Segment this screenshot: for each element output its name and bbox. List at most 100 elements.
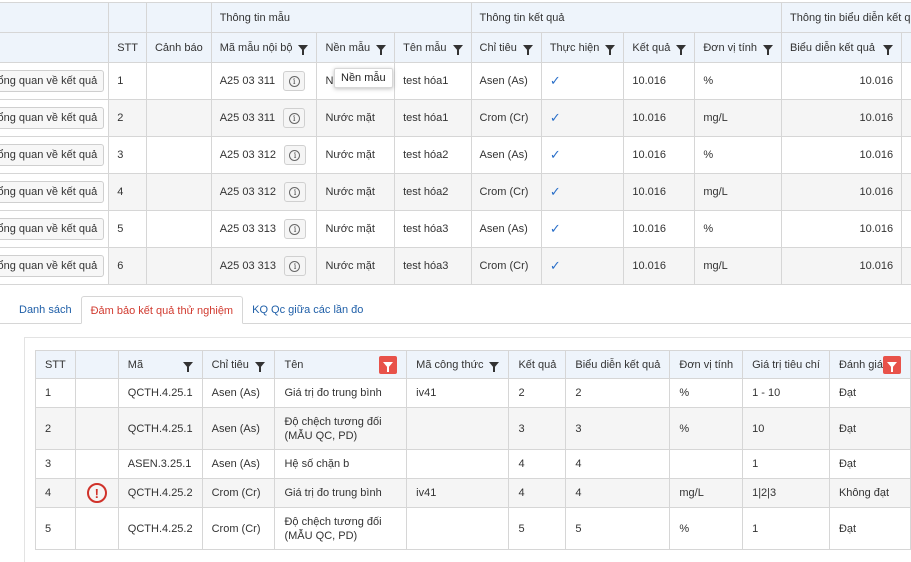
- info-icon: i: [288, 112, 300, 124]
- cell-criteria: 1: [742, 507, 830, 550]
- cell-matrix: Nước mặt: [316, 210, 396, 248]
- filter-icon[interactable]: [883, 44, 894, 55]
- action-cell: ổng quan về kết quả: [0, 210, 110, 248]
- col-header-display-result: Biểu diễn kết quả: [780, 32, 903, 63]
- cell-code: ASEN.3.25.1: [117, 449, 203, 479]
- result-overview-button[interactable]: ổng quan về kết quả: [0, 107, 105, 129]
- filter-icon[interactable]: [298, 44, 309, 55]
- cell-name: Giá trị đo trung bình: [274, 378, 408, 408]
- active-filter-icon[interactable]: [883, 355, 901, 374]
- cell-warning: [145, 62, 212, 100]
- info-button[interactable]: i: [283, 256, 306, 276]
- col-header-internal-code: Mã mẫu nội bộ: [210, 32, 318, 63]
- cell-unit: mg/L: [669, 478, 744, 508]
- tab-qc-between-runs[interactable]: KQ Qc giữa các lần đo: [252, 304, 364, 316]
- filter-icon[interactable]: [182, 361, 193, 372]
- cell-internal-code: A25 03 313 i: [210, 210, 318, 248]
- cell-display-result: 10.016: [780, 210, 903, 248]
- filter-icon[interactable]: [489, 361, 500, 372]
- cell-indicator: Asen (As): [470, 136, 542, 174]
- cell-indicator: Crom (Cr): [201, 478, 276, 508]
- cell-performed: ✓: [540, 173, 625, 211]
- info-icon: i: [288, 75, 300, 87]
- info-icon: i: [289, 260, 301, 272]
- checkmark-icon: ✓: [549, 73, 561, 88]
- sample-results-table-container: Thông tin mẫu Thông tin kết quả Thông ti…: [0, 2, 911, 285]
- cell-overflow: [901, 247, 911, 285]
- info-button[interactable]: i: [283, 71, 306, 91]
- info-button[interactable]: i: [283, 219, 306, 239]
- info-button[interactable]: i: [283, 145, 306, 165]
- info-icon: i: [289, 186, 301, 198]
- result-overview-button[interactable]: ổng quan về kết quả: [0, 218, 105, 240]
- tab-panel: [24, 337, 911, 562]
- result-overview-button[interactable]: ổng quan về kết quả: [0, 255, 105, 277]
- cell-code: QCTH.4.25.2: [117, 507, 203, 550]
- cell-overflow: [901, 99, 911, 137]
- cell-formula: iv41: [406, 478, 510, 508]
- table-row: 1 QCTH.4.25.1 Asen (As) Giá trị đo trung bì…: [35, 378, 911, 408]
- cell-display: 2: [565, 378, 671, 408]
- cell-internal-code: A25 03 312 i: [210, 136, 318, 174]
- sample-results-table: Thông tin mẫu Thông tin kết quả Thông ti…: [0, 2, 911, 285]
- warning-circle-icon[interactable]: !: [86, 483, 107, 503]
- table-row: ổng quan về kết quả 2 A25 03 311 i Nước mặt t…: [0, 99, 911, 137]
- filter-icon[interactable]: [763, 44, 773, 55]
- result-overview-button[interactable]: ổng quan về kết quả: [0, 144, 105, 166]
- cell-stt: 5: [108, 210, 147, 248]
- cell-display: 4: [565, 478, 671, 508]
- col-header-label: Tên: [284, 358, 304, 371]
- cell-overflow: [901, 62, 911, 100]
- cell-criteria: 10: [742, 407, 830, 450]
- col-header-result: Kết quả: [508, 350, 567, 379]
- cell-performed: ✓: [540, 99, 625, 137]
- info-button[interactable]: i: [283, 108, 306, 128]
- filter-icon[interactable]: [522, 44, 533, 55]
- internal-code-text: A25 03 313: [219, 222, 276, 235]
- cell-warning: [145, 173, 212, 211]
- cell-matrix: Nước mặt: [316, 173, 396, 211]
- cell-formula: [406, 449, 510, 479]
- cell-indicator: Crom (Cr): [470, 247, 542, 285]
- result-overview-button[interactable]: ổng quan về kết quả: [0, 70, 105, 92]
- col-header-name: Tên: [274, 350, 408, 379]
- filter-icon[interactable]: [255, 361, 266, 372]
- cell-warning: [145, 99, 212, 137]
- tab-list[interactable]: Danh sách: [19, 304, 72, 316]
- filter-icon[interactable]: [605, 44, 616, 55]
- active-filter-icon[interactable]: [379, 355, 398, 374]
- cell-stt: 4: [108, 173, 147, 211]
- cell-unit: %: [669, 507, 744, 550]
- cell-indicator: Crom (Cr): [470, 173, 542, 211]
- cell-internal-code: A25 03 313 i: [210, 247, 318, 285]
- info-button[interactable]: i: [283, 182, 306, 202]
- cell-name: Giá trị đo trung bình: [274, 478, 408, 508]
- qc-table-container: STT Mã Chỉ tiêu Tên Mã công thức Kết quả…: [35, 350, 911, 550]
- cell-stt: 1: [108, 62, 147, 100]
- cell-sample-name: test hóa3: [394, 247, 472, 285]
- col-header-label: Tên mẫu: [403, 41, 447, 54]
- cell-matrix: Nước mặt: [316, 99, 396, 137]
- cell-display-result: 10.016: [780, 62, 903, 100]
- table-row: ổng quan về kết quả 3 A25 03 312 i Nước mặt t…: [0, 136, 911, 174]
- cell-indicator: Asen (As): [470, 62, 542, 100]
- col-header-stt: STT: [108, 32, 147, 63]
- cell-unit: %: [694, 210, 782, 248]
- col-header-warning: [74, 350, 119, 379]
- filter-icon[interactable]: [376, 44, 387, 55]
- tab-result-assurance[interactable]: Đảm bảo kết quả thử nghiệm: [80, 296, 244, 324]
- filter-icon[interactable]: [452, 44, 463, 55]
- action-cell: ổng quan về kết quả: [0, 173, 110, 211]
- cell-evaluation: Không đạt: [828, 478, 911, 508]
- col-header-label: Chỉ tiêu: [479, 41, 517, 54]
- cell-display: 3: [565, 407, 671, 450]
- col-header-label: Biểu diễn kết quả: [790, 41, 876, 54]
- col-header-unit: Đơn vị tính: [694, 32, 782, 63]
- filter-icon[interactable]: [676, 44, 687, 55]
- cell-indicator: Crom (Cr): [201, 507, 276, 550]
- result-overview-button[interactable]: ổng quan về kết quả: [0, 181, 105, 203]
- table-row: ổng quan về kết quả 5 A25 03 313 i Nước mặt t…: [0, 210, 911, 248]
- cell-warning: [74, 449, 119, 479]
- cell-evaluation: Đạt: [828, 507, 911, 550]
- col-header-label: Nền mẫu: [325, 41, 371, 54]
